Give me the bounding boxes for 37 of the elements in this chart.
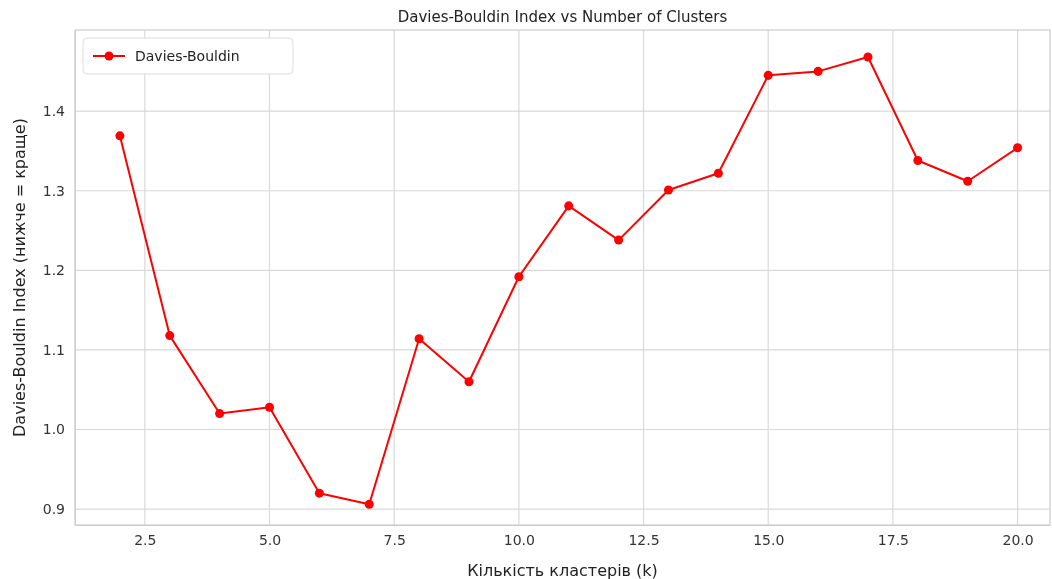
point: [215, 409, 225, 419]
point: [514, 272, 524, 282]
point: [813, 66, 823, 76]
x-tick-label: 7.5: [383, 531, 406, 548]
x-tick-label: 2.5: [134, 531, 157, 548]
point: [713, 168, 723, 178]
y-tick-label: 1.1: [42, 341, 65, 358]
x-axis-title: Кількість кластерів (k): [467, 561, 658, 579]
point: [763, 70, 773, 80]
point: [314, 488, 324, 498]
point: [165, 331, 175, 341]
point: [663, 185, 673, 195]
x-tick-label: 12.5: [628, 531, 660, 548]
point: [913, 156, 923, 166]
point: [464, 377, 474, 387]
point: [963, 176, 973, 186]
point: [863, 52, 873, 62]
y-tick-label: 1.3: [42, 182, 65, 199]
point: [115, 131, 125, 141]
point: [264, 402, 275, 412]
x-tick-label: 15.0: [753, 531, 785, 548]
x-tick-label: 5.0: [258, 531, 282, 548]
x-tick-label: 10.0: [503, 531, 535, 548]
point: [564, 201, 574, 211]
y-tick-label: 1.2: [42, 262, 65, 279]
point: [364, 499, 374, 509]
y-axis-title: Davies-Bouldin Index (нижче = краще): [10, 118, 29, 437]
point: [414, 334, 424, 344]
legend-label: Davies-Bouldin: [135, 48, 240, 64]
point: [1013, 143, 1023, 153]
y-tick-label: 1.4: [42, 103, 66, 120]
chart-title: Davies-Bouldin Index vs Number of Clusters: [397, 8, 728, 26]
y-tick-label: 0.9: [42, 501, 65, 518]
y-tick-label: 1.0: [42, 421, 65, 438]
x-tick-label: 20.0: [1002, 531, 1034, 548]
point: [614, 235, 624, 245]
x-tick-label: 17.5: [877, 531, 909, 548]
